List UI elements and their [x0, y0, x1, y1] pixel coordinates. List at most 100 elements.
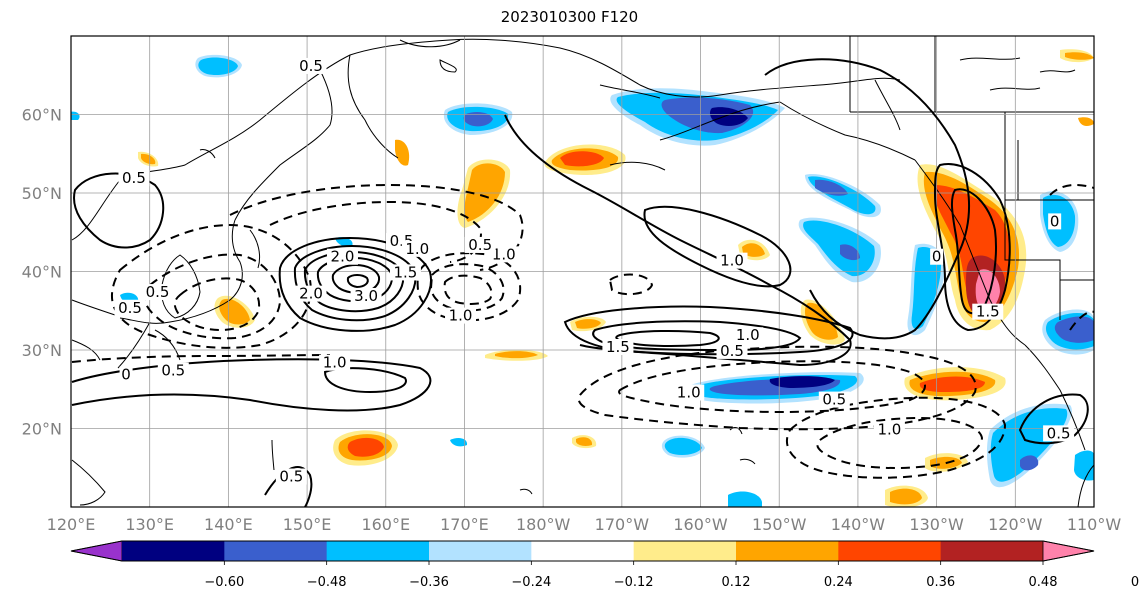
contour-label: 0.5 — [299, 57, 323, 75]
contour-label: 1.5 — [976, 303, 1000, 321]
contour-label: 0.5 — [122, 169, 146, 187]
contour-label: 1.0 — [405, 240, 429, 258]
map-frame — [70, 35, 1095, 508]
colorbar-outline — [70, 540, 1095, 562]
lat-tick-label: 20°N — [22, 420, 62, 439]
lon-tick-label: 160°E — [361, 515, 410, 534]
lon-tick-label: 140°W — [831, 515, 886, 534]
contour-label-bg — [350, 287, 382, 304]
contour-label: 1.5 — [606, 338, 630, 356]
contour-label-bg — [118, 170, 150, 187]
lon-tick-label: 130°W — [909, 515, 964, 534]
contour-label-bg — [142, 284, 174, 301]
colorbar-tick-label: 0.12 — [722, 575, 751, 590]
contour-label-bg — [445, 307, 477, 324]
lon-tick-label: 170°W — [595, 515, 650, 534]
contour-label: 1.5 — [394, 263, 418, 281]
lat-tick-label: 40°N — [22, 263, 62, 282]
colorbar: −0.60 −0.48 −0.36 −0.24 −0.12 0.12 0.24 0.36 0.4… — [70, 540, 1139, 590]
colorbar-segment — [940, 541, 1044, 561]
contour-label: 1.0 — [877, 420, 901, 438]
colorbar-segment — [838, 541, 942, 561]
contour-labels: 0.50.50.50.52.01.51.0 1.00.53.02.01.00.50… — [114, 57, 1075, 486]
contour-lines-dashed — [71, 183, 1094, 479]
contour-label-bg — [119, 366, 133, 383]
colorbar-tick-label: −0.12 — [614, 575, 654, 590]
contour-label: 2.0 — [331, 248, 355, 266]
colorbar-tick-label: 0.60 — [1131, 575, 1139, 590]
map-title: 2023010300 F120 — [500, 8, 639, 26]
contour-label-bg — [326, 248, 358, 265]
colorbar-segment — [429, 541, 532, 561]
lat-tick-label: 30°N — [22, 341, 62, 360]
contour-label: 1.0 — [720, 252, 744, 270]
colorbar-extend-high — [1042, 540, 1095, 562]
gridlines — [71, 36, 1094, 507]
contour-label-bg — [930, 248, 944, 265]
contour-label: 1.0 — [323, 354, 347, 372]
colorbar-segment — [122, 541, 225, 561]
colorbar-tick-label: −0.48 — [307, 575, 347, 590]
lon-tick-label: 180°W — [516, 515, 571, 534]
lon-tick-label: 120°W — [988, 515, 1043, 534]
lon-tick-label: 120°E — [47, 515, 96, 534]
contour-label: 1.0 — [736, 326, 760, 344]
contour-label-bg — [673, 384, 705, 401]
contour-label-bg — [716, 342, 748, 359]
contour-label-bg — [157, 362, 189, 379]
contour-label-bg — [464, 236, 496, 253]
contour-label: 0.5 — [118, 299, 142, 317]
contour-label: 0 — [121, 365, 131, 383]
contour-lines — [71, 58, 1089, 507]
contour-label-bg — [295, 285, 327, 302]
latitude-axis: 20°N 30°N 40°N 50°N 60°N — [22, 106, 62, 439]
colorbar-segment — [531, 541, 635, 561]
map-area: 0.50.50.50.52.01.51.0 1.00.53.02.01.00.50… — [71, 36, 1094, 507]
colorbar-segment — [633, 541, 737, 561]
contour-label: 2.0 — [299, 285, 323, 303]
longitude-axis: 120°E 130°E 140°E 150°E 160°E 170°E 180°W 170°W… — [47, 515, 1122, 534]
lon-tick-label: 150°E — [283, 515, 332, 534]
colorbar-tick-label: −0.24 — [511, 575, 551, 590]
lon-tick-label: 130°E — [125, 515, 174, 534]
contour-label-bg — [818, 391, 850, 408]
contour-label-bg — [389, 264, 421, 281]
contour-label-bg — [716, 252, 748, 269]
contour-label: 0.5 — [720, 342, 744, 360]
contour-label: 0.5 — [279, 468, 303, 486]
contour-label-bg — [275, 468, 307, 485]
colorbar-tick-label: −0.36 — [409, 575, 449, 590]
contour-label: 0 — [1050, 212, 1060, 230]
lat-tick-label: 50°N — [22, 184, 62, 203]
contour-label: 0.5 — [468, 236, 492, 254]
contour-label-bg — [1043, 425, 1075, 442]
contour-label-bg — [732, 327, 764, 344]
contour-label: 0.5 — [161, 362, 185, 380]
contour-label-bg — [488, 246, 520, 263]
lon-tick-label: 160°W — [673, 515, 728, 534]
contour-label-bg — [114, 299, 146, 316]
lon-tick-label: 110°W — [1067, 515, 1122, 534]
contour-label-bg — [972, 303, 1004, 320]
colorbar-tick-label: −0.60 — [204, 575, 244, 590]
lon-tick-label: 170°E — [440, 515, 489, 534]
contour-label-bg — [1048, 213, 1062, 230]
lon-tick-label: 140°E — [204, 515, 253, 534]
colorbar-segment — [326, 541, 430, 561]
contour-label-bg — [602, 339, 634, 355]
contour-label: 0.5 — [1047, 424, 1071, 442]
contour-label: 0.5 — [146, 283, 170, 301]
colorbar-extend-low — [70, 540, 123, 562]
contour-label: 0.5 — [822, 391, 846, 409]
contour-label: 1.0 — [449, 307, 473, 325]
contour-label: 3.0 — [354, 287, 378, 305]
colorbar-segment — [224, 541, 328, 561]
colorbar-tick-label: 0.48 — [1029, 575, 1058, 590]
colorbar-tick-label: 0.36 — [926, 575, 955, 590]
contour-label-bg — [319, 354, 351, 371]
contour-label-bg — [873, 421, 905, 438]
colorbar-segment — [736, 541, 839, 561]
contour-label-bg — [295, 57, 327, 74]
contour-label: 1.0 — [677, 384, 701, 402]
